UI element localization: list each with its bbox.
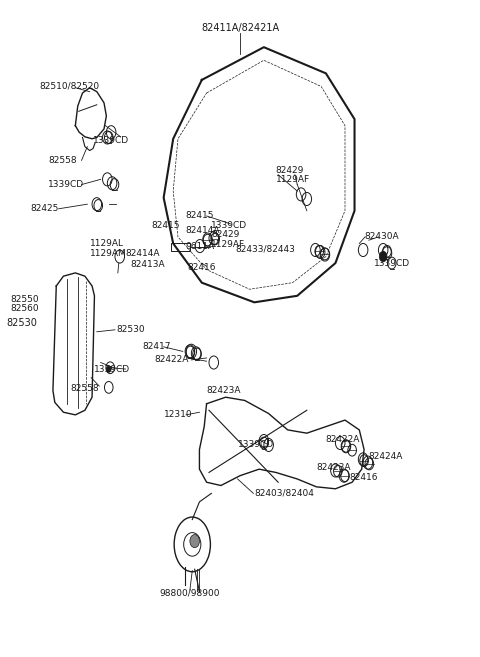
Text: 82415: 82415 (152, 221, 180, 230)
Text: 82411A/82421A: 82411A/82421A (201, 22, 279, 33)
Text: 82416: 82416 (188, 263, 216, 272)
Text: 82422A: 82422A (154, 355, 189, 365)
Text: 12310: 12310 (164, 411, 192, 419)
Text: 1339CD: 1339CD (48, 180, 84, 189)
Text: 82530: 82530 (6, 318, 37, 328)
Text: 98800/98900: 98800/98900 (160, 589, 220, 598)
Circle shape (190, 535, 199, 548)
Text: 1339CD: 1339CD (238, 440, 274, 449)
Text: 82558: 82558 (48, 156, 77, 165)
Text: 1129AF: 1129AF (276, 175, 310, 185)
Text: 1129AL: 1129AL (90, 239, 124, 248)
Text: 82417: 82417 (142, 342, 171, 351)
Text: 1339CD: 1339CD (95, 365, 131, 374)
Text: 1339CD: 1339CD (211, 221, 248, 230)
Text: 82558: 82558 (71, 384, 99, 393)
Text: 82560: 82560 (10, 304, 38, 313)
Text: 82416: 82416 (350, 473, 378, 482)
Text: 82429: 82429 (276, 166, 304, 175)
Circle shape (379, 251, 387, 261)
Text: 82430A: 82430A (364, 233, 399, 241)
Text: 82550: 82550 (10, 294, 38, 304)
Circle shape (107, 366, 111, 373)
Text: 82415: 82415 (185, 212, 214, 221)
Text: 82423A: 82423A (316, 463, 351, 472)
Text: 82413A: 82413A (130, 260, 165, 269)
Text: 1129AM: 1129AM (90, 249, 126, 258)
Text: 1339CD: 1339CD (93, 136, 129, 145)
Text: 82433/82443: 82433/82443 (235, 244, 295, 253)
Text: 9611A: 9611A (185, 242, 214, 251)
Text: 82414A: 82414A (185, 226, 220, 235)
Text: 82403/82404: 82403/82404 (254, 489, 314, 498)
Text: 1129AF: 1129AF (211, 240, 245, 249)
Text: 82424A: 82424A (369, 451, 403, 461)
Text: 82422A: 82422A (325, 435, 360, 444)
Text: 82510/82520: 82510/82520 (39, 82, 100, 91)
Text: 82425: 82425 (30, 204, 59, 214)
Text: 1339CD: 1339CD (373, 259, 410, 267)
Text: 82530: 82530 (116, 325, 144, 334)
Text: 82423A: 82423A (206, 386, 241, 395)
Text: 82429: 82429 (211, 231, 240, 239)
Text: 82414A: 82414A (125, 249, 160, 258)
Bar (171, 244, 190, 251)
